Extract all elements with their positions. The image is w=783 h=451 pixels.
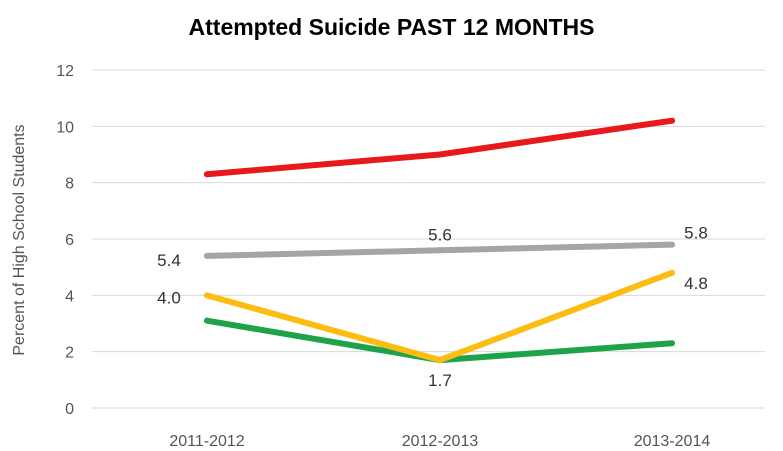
data-label: 5.4 [157, 251, 181, 270]
y-tick-label: 12 [56, 63, 74, 80]
data-point [437, 247, 443, 254]
data-label: 5.6 [428, 225, 452, 244]
data-label: 4.0 [157, 288, 181, 307]
x-tick-label: 2012-2013 [402, 433, 479, 450]
y-tick-label: 4 [65, 288, 74, 305]
data-point [204, 252, 210, 259]
data-point [669, 340, 675, 347]
data-point [669, 269, 675, 276]
y-tick-label: 10 [56, 119, 74, 136]
data-point [437, 357, 443, 364]
data-point [204, 292, 210, 299]
x-tick-label: 2011-2012 [169, 433, 244, 450]
data-point [437, 151, 443, 158]
series-line [204, 317, 675, 364]
y-tick-label: 8 [65, 176, 74, 193]
series-line [204, 117, 675, 178]
y-tick-label: 2 [65, 345, 74, 362]
data-label: 1.7 [428, 371, 452, 390]
data-label: 4.8 [684, 274, 708, 293]
x-tick-label: 2013-2014 [634, 433, 711, 450]
data-point [669, 241, 675, 248]
data-point [204, 317, 210, 324]
chart-title: Attempted Suicide PAST 12 MONTHS [188, 14, 595, 40]
data-point [669, 117, 675, 124]
data-point [204, 171, 210, 178]
y-tick-label: 0 [65, 401, 74, 418]
data-label: 5.8 [684, 224, 708, 243]
y-tick-label: 6 [65, 232, 74, 249]
